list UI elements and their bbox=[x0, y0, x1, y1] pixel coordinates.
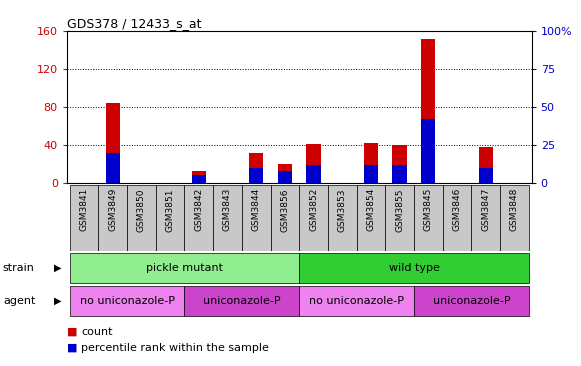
Bar bbox=[392, 145, 407, 183]
Bar bbox=[299, 286, 414, 316]
Bar bbox=[184, 286, 299, 316]
Text: GDS378 / 12433_s_at: GDS378 / 12433_s_at bbox=[67, 17, 201, 30]
Bar bbox=[278, 164, 292, 183]
Text: GSM3853: GSM3853 bbox=[338, 188, 347, 232]
Bar bbox=[471, 185, 500, 251]
Bar bbox=[357, 185, 385, 251]
Bar bbox=[421, 119, 436, 183]
Bar bbox=[70, 185, 98, 251]
Bar bbox=[70, 286, 184, 316]
Bar bbox=[443, 185, 471, 251]
Bar bbox=[271, 185, 299, 251]
Text: ▶: ▶ bbox=[53, 296, 61, 306]
Bar bbox=[242, 185, 271, 251]
Bar bbox=[479, 168, 493, 183]
Bar bbox=[299, 185, 328, 251]
Bar bbox=[249, 168, 263, 183]
Bar bbox=[414, 286, 529, 316]
Bar bbox=[106, 103, 120, 183]
Text: GSM3856: GSM3856 bbox=[281, 188, 289, 232]
Bar bbox=[192, 171, 206, 183]
Text: strain: strain bbox=[3, 263, 35, 273]
Bar bbox=[328, 185, 357, 251]
Bar bbox=[414, 185, 443, 251]
Bar bbox=[70, 253, 299, 283]
Text: GSM3851: GSM3851 bbox=[166, 188, 175, 232]
Bar bbox=[385, 185, 414, 251]
Text: ■: ■ bbox=[67, 343, 77, 353]
Text: GSM3848: GSM3848 bbox=[510, 188, 519, 232]
Text: GSM3844: GSM3844 bbox=[252, 188, 261, 231]
Bar bbox=[156, 185, 184, 251]
Bar bbox=[106, 153, 120, 183]
Text: GSM3845: GSM3845 bbox=[424, 188, 433, 232]
Text: percentile rank within the sample: percentile rank within the sample bbox=[81, 343, 269, 353]
Bar bbox=[184, 185, 213, 251]
Bar bbox=[98, 185, 127, 251]
Bar bbox=[364, 165, 378, 183]
Text: GSM3850: GSM3850 bbox=[137, 188, 146, 232]
Text: GSM3852: GSM3852 bbox=[309, 188, 318, 232]
Bar bbox=[421, 39, 436, 183]
Text: GSM3842: GSM3842 bbox=[194, 188, 203, 231]
Text: no uniconazole-P: no uniconazole-P bbox=[309, 296, 404, 306]
Text: agent: agent bbox=[3, 296, 35, 306]
Bar bbox=[249, 153, 263, 183]
Text: uniconazole-P: uniconazole-P bbox=[203, 296, 281, 306]
Text: ■: ■ bbox=[67, 327, 77, 337]
Bar bbox=[299, 253, 529, 283]
Text: uniconazole-P: uniconazole-P bbox=[432, 296, 510, 306]
Bar bbox=[127, 185, 156, 251]
Text: no uniconazole-P: no uniconazole-P bbox=[80, 296, 174, 306]
Bar bbox=[278, 171, 292, 183]
Bar bbox=[213, 185, 242, 251]
Text: GSM3854: GSM3854 bbox=[367, 188, 375, 232]
Bar bbox=[479, 147, 493, 183]
Bar bbox=[500, 185, 529, 251]
Text: ▶: ▶ bbox=[53, 263, 61, 273]
Bar bbox=[392, 165, 407, 183]
Text: GSM3843: GSM3843 bbox=[223, 188, 232, 232]
Text: GSM3847: GSM3847 bbox=[481, 188, 490, 232]
Text: pickle mutant: pickle mutant bbox=[146, 263, 223, 273]
Text: GSM3849: GSM3849 bbox=[108, 188, 117, 232]
Text: count: count bbox=[81, 327, 113, 337]
Bar bbox=[306, 165, 321, 183]
Bar bbox=[364, 143, 378, 183]
Text: GSM3841: GSM3841 bbox=[80, 188, 88, 232]
Bar bbox=[306, 144, 321, 183]
Text: GSM3846: GSM3846 bbox=[453, 188, 461, 232]
Bar bbox=[192, 175, 206, 183]
Text: GSM3855: GSM3855 bbox=[395, 188, 404, 232]
Text: wild type: wild type bbox=[389, 263, 439, 273]
